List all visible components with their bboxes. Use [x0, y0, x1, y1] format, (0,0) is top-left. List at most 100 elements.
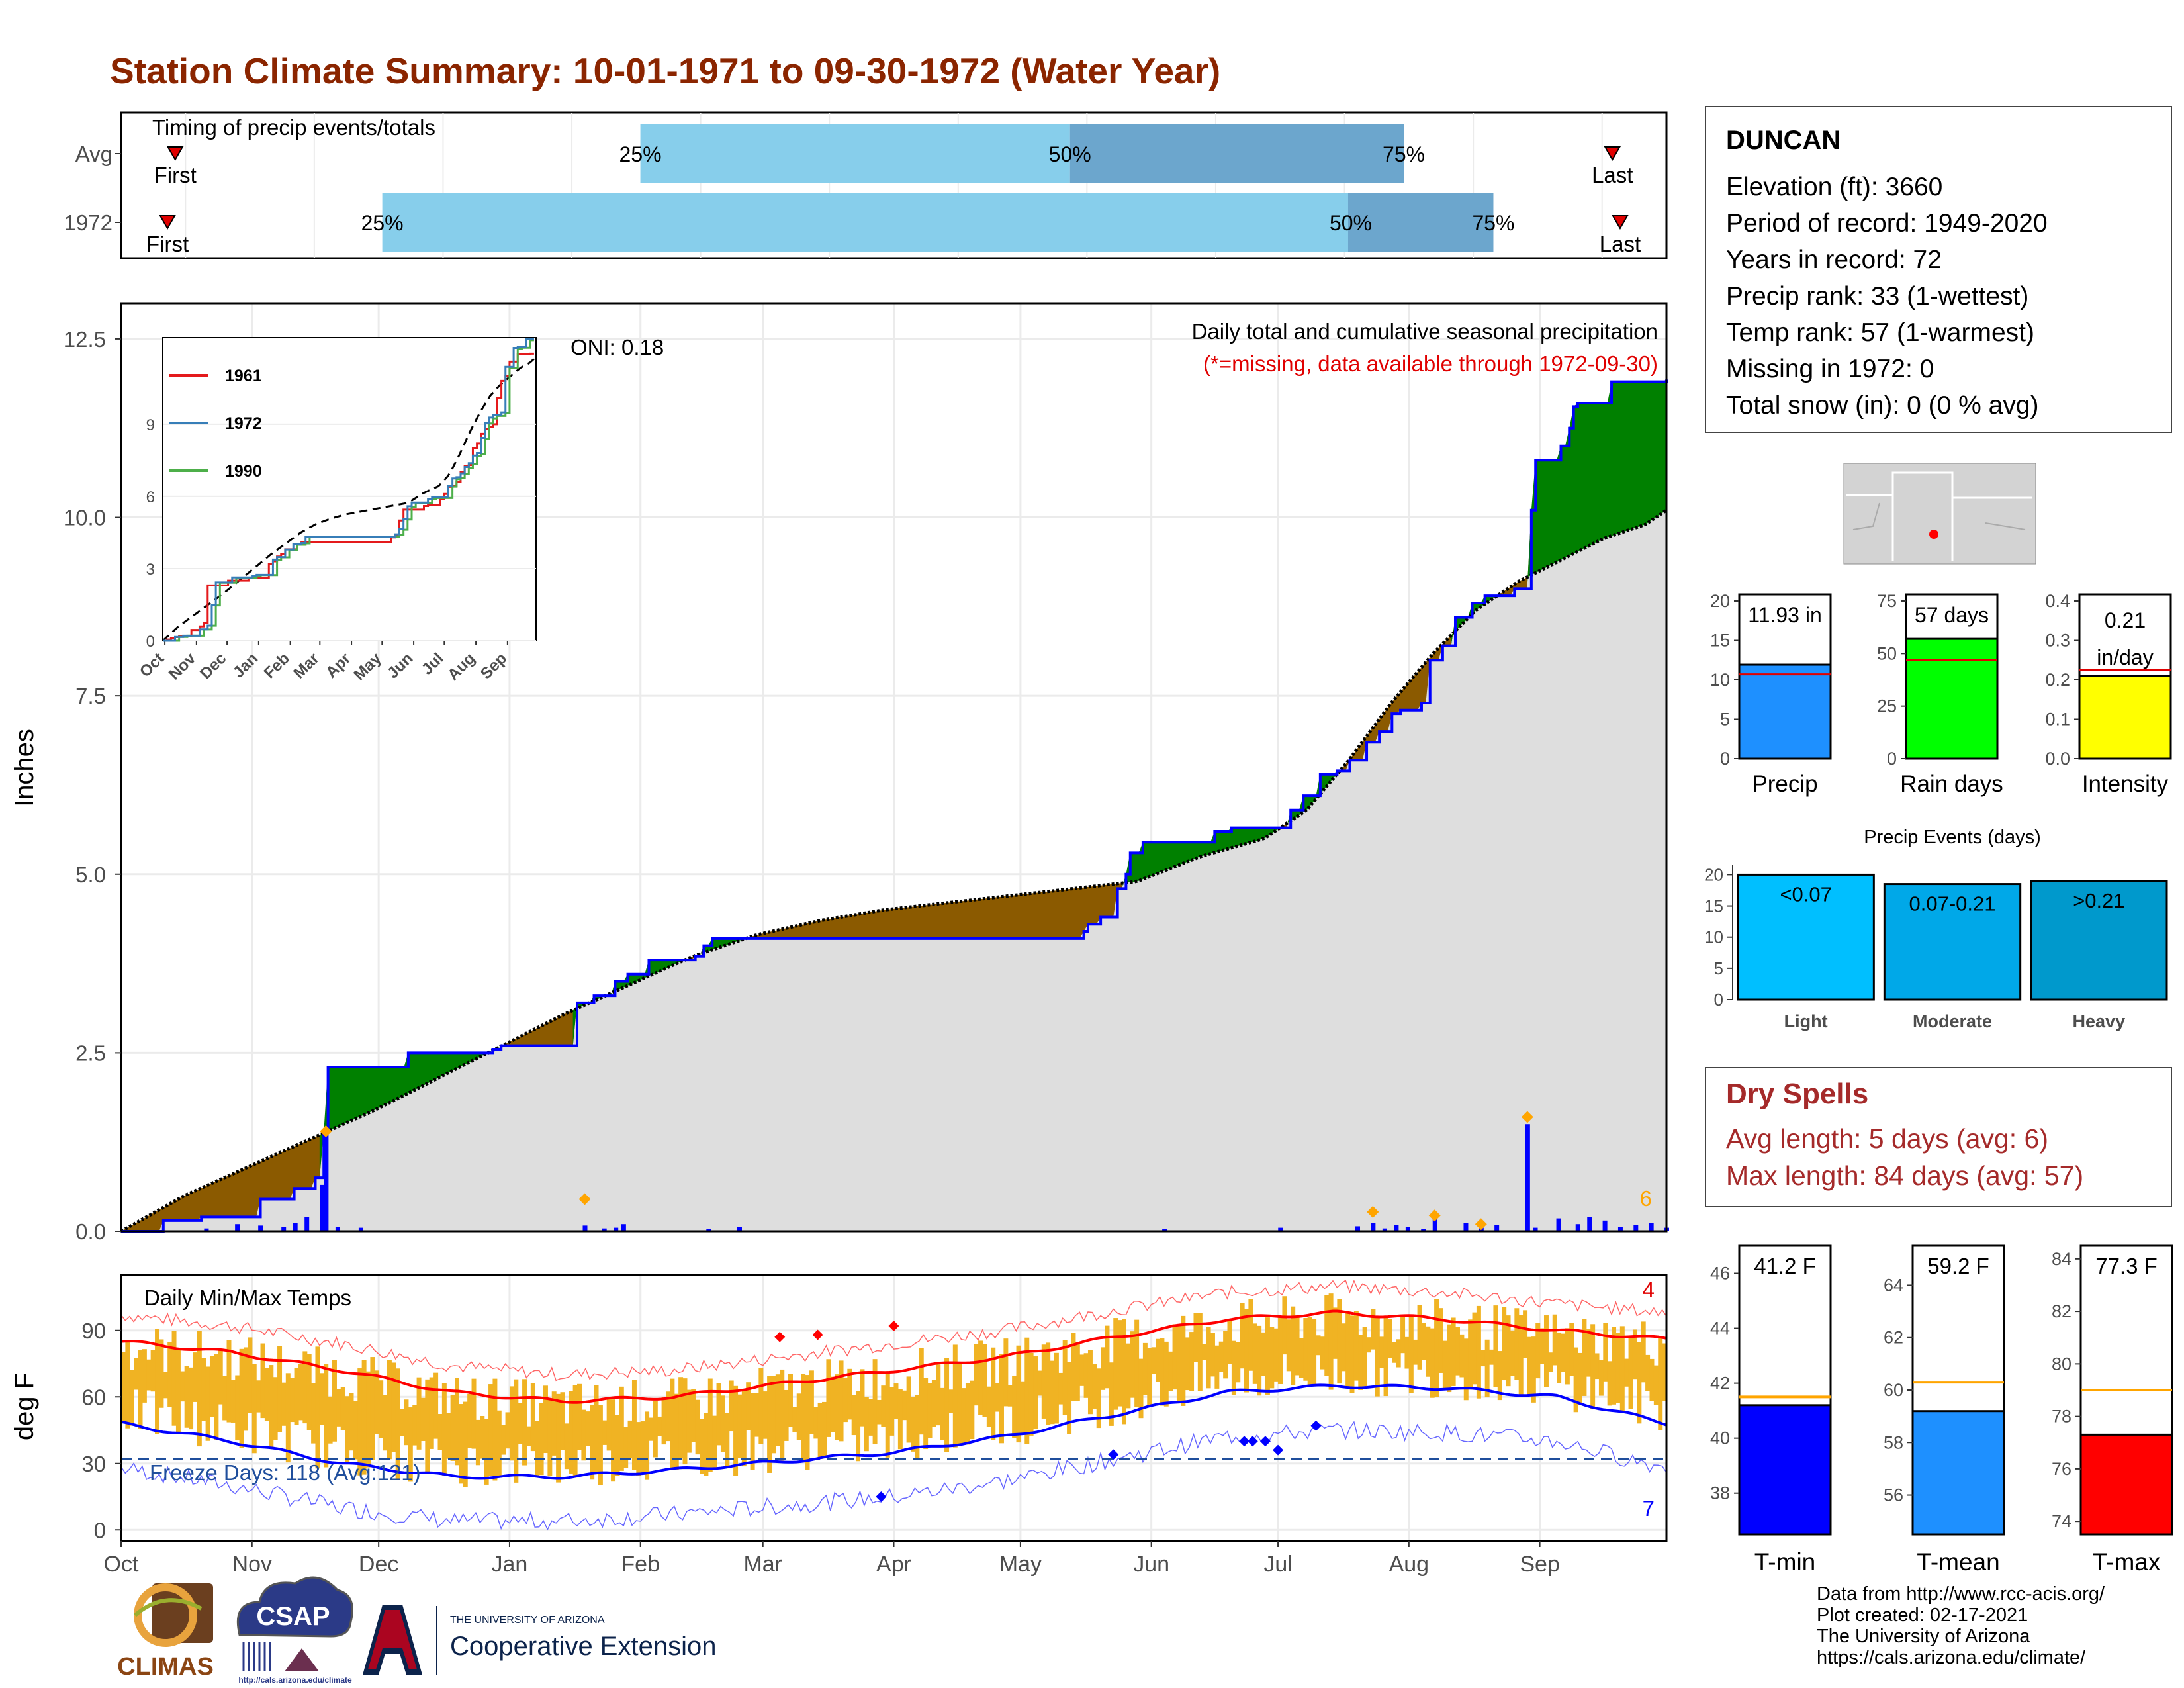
precip-ytick-label: 2.5	[75, 1041, 106, 1065]
timing-bar-late	[1347, 193, 1494, 252]
daily-precip-bar	[335, 1227, 340, 1231]
precip-subtitle: (*=missing, data available through 1972-…	[1203, 352, 1658, 376]
timing-p25-label: 25%	[619, 142, 662, 166]
daily-temp-bar	[1332, 1307, 1338, 1359]
daily-temp-bar	[725, 1413, 730, 1468]
timing-bar-early	[382, 193, 1348, 252]
daily-temp-bar	[281, 1382, 287, 1426]
daily-temp-bar	[1156, 1338, 1161, 1382]
daily-temp-bar	[522, 1379, 527, 1466]
csap-cloud-icon	[236, 1576, 353, 1638]
csap-mountain-icon	[285, 1648, 319, 1671]
daily-precip-bar	[1432, 1214, 1437, 1231]
daily-temp-bar	[1210, 1333, 1215, 1377]
daily-temp-bar	[1168, 1351, 1173, 1391]
ua-logo: THE UNIVERSITY OF ARIZONA Cooperative Ext…	[363, 1605, 716, 1675]
freeze-days-label: Freeze Days: 118 (Avg:121)	[150, 1460, 421, 1485]
top-event-marker	[1475, 1218, 1487, 1231]
daily-temp-bar	[1278, 1317, 1283, 1385]
daily-temp-bar	[1400, 1315, 1406, 1354]
daily-temp-bar	[758, 1368, 764, 1444]
temp-xtick-label: Sep	[1520, 1552, 1560, 1577]
csap-url-text: http://cals.arizona.edu/climate	[238, 1675, 352, 1685]
daily-temp-bar	[294, 1368, 299, 1425]
events-ytick-label: 10	[1704, 927, 1723, 947]
events-bar	[2030, 880, 2168, 1001]
daily-temp-bar	[184, 1366, 189, 1428]
daily-temp-bar	[1206, 1327, 1211, 1389]
daily-temp-bar	[627, 1420, 633, 1459]
daily-temp-bar	[974, 1344, 979, 1406]
daily-temp-bar	[315, 1346, 320, 1469]
daily-temp-bar	[1130, 1331, 1135, 1398]
daily-temp-bar	[324, 1364, 329, 1468]
daily-temp-bar	[991, 1347, 996, 1440]
events-xlabel: Moderate	[1913, 1011, 1992, 1031]
daily-temp-bar	[940, 1387, 945, 1440]
precip-deficit-area	[121, 1131, 324, 1231]
temp-ytick-label: 30	[81, 1452, 106, 1476]
daily-temp-bar	[311, 1383, 316, 1444]
daily-temp-bar	[290, 1378, 295, 1423]
daily-temp-bar	[1421, 1323, 1426, 1360]
daily-temp-bar	[1046, 1342, 1051, 1425]
events-ytick-label: 20	[1704, 865, 1723, 884]
daily-temp-bar	[733, 1385, 739, 1477]
precip-surplus-area	[319, 1053, 489, 1178]
temp-summary-t-min: 38 40 42 44 46 41.2 F T-min	[1710, 1244, 1832, 1575]
station-precip-rank: Precip rank: 33 (1-wettest)	[1726, 282, 2029, 310]
mini-ytick-label: 0.0	[2045, 749, 2070, 769]
inset-legend-label: 1961	[225, 367, 262, 385]
daily-temp-bar	[441, 1383, 447, 1476]
daily-temp-bar	[590, 1404, 595, 1480]
daily-temp-bar	[319, 1373, 324, 1425]
daily-temp-bar	[226, 1340, 232, 1423]
temp-xtick-label: May	[999, 1552, 1042, 1577]
daily-temp-bar	[1649, 1358, 1655, 1401]
daily-temp-bar	[1484, 1339, 1490, 1398]
temp-xtick-label: Mar	[743, 1552, 782, 1577]
daily-temp-bar	[1489, 1349, 1494, 1365]
daily-temp-bar	[260, 1343, 265, 1419]
daily-precip-bar	[1421, 1229, 1426, 1231]
daily-temp-bar	[657, 1416, 662, 1436]
station-missing: Missing in 1972: 0	[1726, 355, 1934, 383]
mini-value-label: in/day	[2097, 645, 2153, 669]
daily-temp-bar	[585, 1411, 590, 1446]
daily-temp-bar	[142, 1349, 147, 1403]
temp-xtick-label: Apr	[876, 1552, 911, 1577]
inset-line-1972	[163, 338, 534, 642]
daily-precip-bar	[1575, 1224, 1580, 1231]
daily-temp-bar	[564, 1423, 569, 1470]
daily-temp-bar	[171, 1331, 177, 1426]
daily-temp-bar	[897, 1389, 903, 1450]
footer-plot-created: Plot created: 02-17-2021	[1817, 1605, 2028, 1626]
mini-ytick-label: 15	[1710, 631, 1730, 651]
climas-logo-swoosh	[134, 1598, 203, 1617]
daily-temp-bar	[121, 1352, 126, 1423]
daily-temp-bar	[1434, 1299, 1439, 1398]
daily-temp-bar	[1523, 1310, 1528, 1358]
daily-temp-bar	[1020, 1381, 1025, 1434]
mini-ytick-label: 20	[1710, 591, 1730, 611]
events-xlabel: Heavy	[2073, 1011, 2126, 1031]
daily-temp-bar	[999, 1354, 1004, 1444]
daily-temp-bar	[1565, 1328, 1570, 1385]
daily-temp-bar	[636, 1422, 641, 1476]
ua-a-inner-icon	[368, 1610, 417, 1669]
daily-temp-bar	[577, 1383, 582, 1450]
daily-temp-bar	[1273, 1328, 1279, 1382]
daily-precip-bar	[1649, 1223, 1654, 1231]
daily-temp-bar	[370, 1357, 375, 1460]
timing-p50-label: 50%	[1330, 211, 1372, 235]
station-years: Years in record: 72	[1726, 246, 1942, 274]
daily-temp-bar	[1041, 1344, 1046, 1419]
daily-temp-bar	[336, 1389, 341, 1427]
daily-temp-bar	[775, 1374, 780, 1446]
mini-ytick-label: 50	[1877, 643, 1897, 663]
daily-temp-bar	[222, 1376, 228, 1421]
temp-summary-ytick-label: 82	[2052, 1301, 2071, 1321]
daily-temp-bar	[1362, 1327, 1367, 1387]
daily-temp-bar	[492, 1378, 498, 1481]
